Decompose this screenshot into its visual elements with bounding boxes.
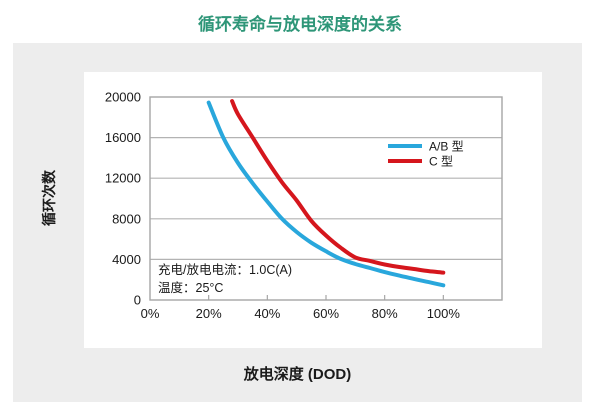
chart-title: 循环寿命与放电深度的关系 xyxy=(198,15,402,34)
x-tick-label: 20% xyxy=(196,306,222,321)
x-tick-label: 0% xyxy=(141,306,160,321)
line-chart: 0% 20% 40% 60% 80% 100% 0 4000 8000 12000 16000 200… xyxy=(105,90,503,321)
y-tick-label: 8000 xyxy=(112,211,141,226)
series-line-0 xyxy=(206,100,446,288)
series-line-1 xyxy=(230,99,446,275)
x-axis-title: 放电深度 (DOD) xyxy=(243,366,352,383)
legend-label: C 型 xyxy=(429,155,453,169)
chart-panel: 循环次数 0% 20% 40% 60% 80% 100% 0 4000 8000 12000 160… xyxy=(13,43,582,402)
x-tick-label: 40% xyxy=(254,306,280,321)
y-tick-label: 0 xyxy=(134,293,141,308)
x-tick-label: 100% xyxy=(427,306,461,321)
y-tick-label: 4000 xyxy=(112,252,141,267)
annotation-line: 温度：25°C xyxy=(158,280,223,295)
y-tick-label: 12000 xyxy=(105,171,141,186)
plot-card: 0% 20% 40% 60% 80% 100% 0 4000 8000 12000 16000 200… xyxy=(84,72,542,348)
x-tick-label: 60% xyxy=(313,306,339,321)
y-tick-label: 16000 xyxy=(105,130,141,145)
x-tick-label: 80% xyxy=(372,306,398,321)
y-tick-label: 20000 xyxy=(105,90,141,105)
y-axis-title: 循环次数 xyxy=(41,170,57,226)
annotation-line: 充电/放电电流：1.0C(A) xyxy=(158,262,292,277)
legend-label: A/B 型 xyxy=(429,140,464,154)
